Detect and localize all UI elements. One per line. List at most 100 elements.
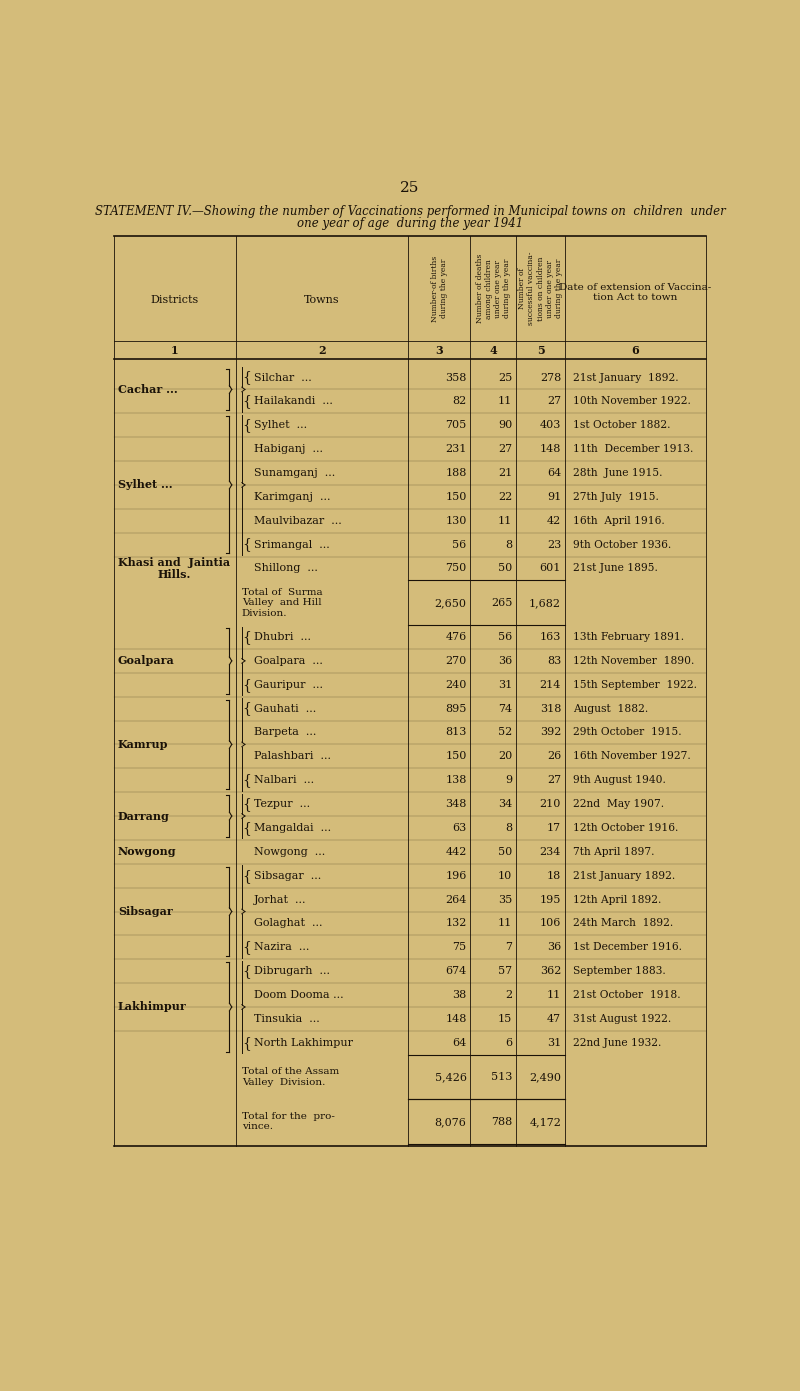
Text: 195: 195 [540, 894, 561, 904]
Text: Total for the  pro-
vince.: Total for the pro- vince. [242, 1111, 334, 1131]
Text: 63: 63 [452, 823, 466, 833]
Text: 150: 150 [445, 751, 466, 761]
Text: 392: 392 [540, 727, 561, 737]
Text: Nowgong: Nowgong [118, 846, 177, 857]
Text: 442: 442 [445, 847, 466, 857]
Text: 6: 6 [632, 345, 639, 356]
Text: 64: 64 [452, 1038, 466, 1047]
Text: 21st October  1918.: 21st October 1918. [573, 990, 680, 1000]
Text: 21: 21 [498, 467, 512, 479]
Text: Doom Dooma ...: Doom Dooma ... [254, 990, 344, 1000]
Text: 8: 8 [505, 823, 512, 833]
Text: 9th October 1936.: 9th October 1936. [573, 540, 671, 549]
Text: 132: 132 [445, 918, 466, 928]
Text: 4,172: 4,172 [530, 1117, 561, 1127]
Text: {: { [242, 419, 250, 433]
Text: Nazira  ...: Nazira ... [254, 942, 310, 953]
Text: 26: 26 [547, 751, 561, 761]
Text: 10th November 1922.: 10th November 1922. [573, 396, 690, 406]
Text: 29th October  1915.: 29th October 1915. [573, 727, 682, 737]
Text: 362: 362 [540, 967, 561, 976]
Text: 4: 4 [490, 345, 497, 356]
Text: 196: 196 [445, 871, 466, 881]
Text: Nowgong  ...: Nowgong ... [254, 847, 326, 857]
Text: Gauripur  ...: Gauripur ... [254, 680, 323, 690]
Text: September 1883.: September 1883. [573, 967, 666, 976]
Text: 56: 56 [452, 540, 466, 549]
Text: {: { [242, 395, 250, 409]
Text: Tezpur  ...: Tezpur ... [254, 798, 310, 810]
Text: Nalbari  ...: Nalbari ... [254, 775, 314, 786]
Text: 22nd  May 1907.: 22nd May 1907. [573, 798, 664, 810]
Text: Palashbari  ...: Palashbari ... [254, 751, 331, 761]
Text: 25: 25 [400, 181, 420, 196]
Text: 7: 7 [506, 942, 512, 953]
Text: 12th April 1892.: 12th April 1892. [573, 894, 661, 904]
Text: {: { [242, 701, 250, 715]
Text: 270: 270 [446, 657, 466, 666]
Text: 31: 31 [547, 1038, 561, 1047]
Text: 23: 23 [547, 540, 561, 549]
Text: 12th November  1890.: 12th November 1890. [573, 657, 694, 666]
Text: 513: 513 [491, 1072, 512, 1082]
Text: 50: 50 [498, 847, 512, 857]
Text: Districts: Districts [150, 295, 199, 305]
Text: Dhubri  ...: Dhubri ... [254, 632, 311, 643]
Text: 1: 1 [171, 345, 178, 356]
Text: 2: 2 [505, 990, 512, 1000]
Text: 20: 20 [498, 751, 512, 761]
Text: 35: 35 [498, 894, 512, 904]
Text: Sunamganj  ...: Sunamganj ... [254, 467, 335, 479]
Text: Maulvibazar  ...: Maulvibazar ... [254, 516, 342, 526]
Text: {: { [242, 940, 250, 954]
Text: Jorhat  ...: Jorhat ... [254, 894, 306, 904]
Text: 22: 22 [498, 492, 512, 502]
Text: 12th October 1916.: 12th October 1916. [573, 823, 678, 833]
Text: one year of age  during the year 1941: one year of age during the year 1941 [297, 217, 523, 231]
Text: Sylhet  ...: Sylhet ... [254, 420, 307, 430]
Text: Gauhati  ...: Gauhati ... [254, 704, 317, 714]
Text: 27: 27 [547, 396, 561, 406]
Text: 5: 5 [537, 345, 545, 356]
Text: Tinsukia  ...: Tinsukia ... [254, 1014, 320, 1024]
Text: 148: 148 [445, 1014, 466, 1024]
Text: 31st August 1922.: 31st August 1922. [573, 1014, 671, 1024]
Text: 214: 214 [540, 680, 561, 690]
Text: 358: 358 [445, 373, 466, 383]
Text: Sylhet ...: Sylhet ... [118, 480, 173, 491]
Text: Sibsagar: Sibsagar [118, 906, 173, 917]
Text: Goalpara: Goalpara [118, 655, 174, 666]
Text: 5,426: 5,426 [434, 1072, 466, 1082]
Text: 27th July  1915.: 27th July 1915. [573, 492, 658, 502]
Text: Sibsagar  ...: Sibsagar ... [254, 871, 322, 881]
Text: 6: 6 [505, 1038, 512, 1047]
Text: {: { [242, 370, 250, 384]
Text: {: { [242, 630, 250, 644]
Text: Barpeta  ...: Barpeta ... [254, 727, 317, 737]
Text: 21st June 1895.: 21st June 1895. [573, 563, 658, 573]
Text: August  1882.: August 1882. [573, 704, 648, 714]
Text: 16th November 1927.: 16th November 1927. [573, 751, 690, 761]
Text: 90: 90 [498, 420, 512, 430]
Text: 27: 27 [498, 444, 512, 453]
Text: 75: 75 [453, 942, 466, 953]
Text: 74: 74 [498, 704, 512, 714]
Text: 15th September  1922.: 15th September 1922. [573, 680, 697, 690]
Text: 265: 265 [491, 598, 512, 608]
Text: 348: 348 [445, 798, 466, 810]
Text: Shillong  ...: Shillong ... [254, 563, 318, 573]
Text: 750: 750 [446, 563, 466, 573]
Text: Towns: Towns [304, 295, 340, 305]
Text: 210: 210 [540, 798, 561, 810]
Text: 82: 82 [452, 396, 466, 406]
Text: 31: 31 [498, 680, 512, 690]
Text: Number of
successful vaccina-
tions on children
under one year
during the year: Number of successful vaccina- tions on c… [518, 252, 563, 325]
Text: Date of extension of Vaccina-
tion Act to town: Date of extension of Vaccina- tion Act t… [559, 282, 712, 302]
Text: 11: 11 [498, 396, 512, 406]
Text: Lakhimpur: Lakhimpur [118, 1002, 186, 1013]
Text: 22nd June 1932.: 22nd June 1932. [573, 1038, 661, 1047]
Text: 138: 138 [445, 775, 466, 786]
Text: 18: 18 [547, 871, 561, 881]
Text: 601: 601 [540, 563, 561, 573]
Text: {: { [242, 773, 250, 787]
